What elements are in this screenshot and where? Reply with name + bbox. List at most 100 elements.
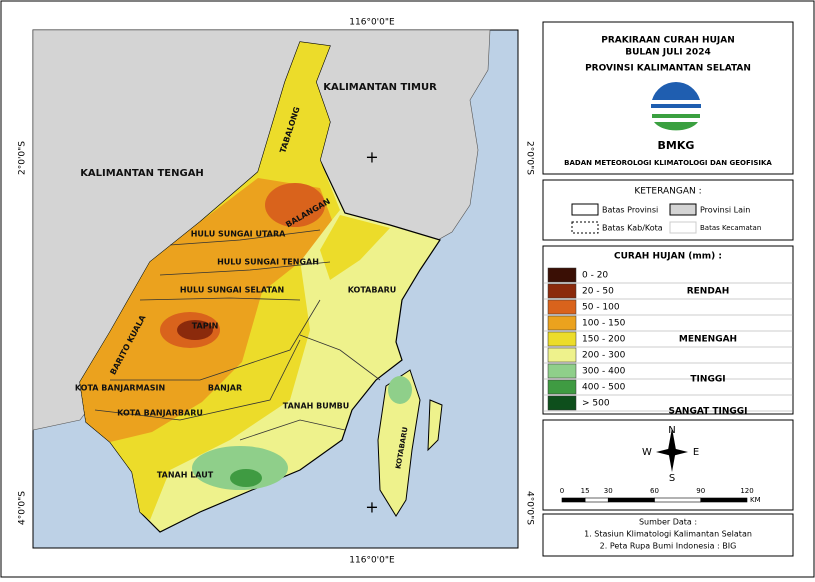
source-panel: Sumber Data : 1. Stasiun Klimatologi Kal…: [542, 513, 794, 557]
panel: [542, 513, 794, 557]
legend-swatch: [547, 283, 577, 299]
zone-dark-green: [230, 469, 262, 487]
title-panel: PRAKIRAAN CURAH HUJAN BULAN JULI 2024 PR…: [542, 21, 794, 175]
zone-green: [388, 376, 412, 404]
district-boundary: [299, 334, 381, 381]
title: PRAKIRAAN CURAH HUJAN: [601, 36, 735, 46]
zone-orange: [80, 178, 332, 442]
scale-unit: KM: [750, 496, 761, 504]
legend-swatch: [547, 347, 577, 363]
legend-swatch: [547, 267, 577, 283]
keterangan-panel: KETERANGAN : Batas Provinsi Provinsi Lai…: [542, 179, 794, 241]
graticule-label: 4°0'0"S: [525, 491, 535, 525]
logo: [654, 122, 698, 131]
graticule-label: 4°0'0"S: [18, 491, 28, 525]
source-line: 2. Peta Rupa Bumi Indonesia : BIG: [600, 542, 737, 551]
scale-label: 0: [560, 487, 564, 495]
logo: [652, 81, 700, 100]
district-boundary: [239, 419, 346, 441]
district-boundary: [169, 229, 321, 246]
graticule-label: 2°0'0"S: [525, 141, 535, 175]
legend-class: 400 - 500: [582, 383, 626, 393]
rainfall-legend: CURAH HUJAN (mm) : 0 - 20 20 - 50 50 - 100…: [542, 245, 794, 417]
title: PROVINSI KALIMANTAN SELATAN: [585, 64, 751, 74]
legend-class: 100 - 150: [582, 319, 626, 329]
legend-class: > 500: [582, 399, 610, 409]
legend-swatch: [547, 379, 577, 395]
zone-green: [192, 446, 288, 490]
panel-title: KETERANGAN :: [634, 187, 701, 197]
source-line: 1. Stasiun Klimatologi Kalimantan Selata…: [584, 530, 752, 539]
island: [377, 369, 421, 517]
legend-class: 200 - 300: [582, 351, 626, 361]
source-title: Sumber Data :: [639, 518, 697, 527]
zone-yellow-east: [320, 215, 390, 280]
region-label: KOTA BANJARMASIN: [75, 384, 165, 393]
zone-dark-orange: [265, 183, 325, 227]
scale-segment: [607, 497, 655, 503]
island: [427, 399, 443, 452]
logo: [652, 114, 700, 118]
compass-label: E: [693, 447, 699, 458]
compass-label: W: [642, 447, 652, 458]
legend-symbol: [571, 203, 599, 216]
graticule-label: 116°0'0"E: [349, 18, 395, 28]
title: BULAN JULI 2024: [625, 48, 710, 58]
district-boundary: [139, 297, 301, 301]
map-frame: + +: [32, 29, 519, 549]
legend-swatch: [547, 315, 577, 331]
logo-text: BMKG: [658, 139, 695, 152]
legend-symbol: [669, 221, 697, 234]
panel-title: CURAH HUJAN (mm) :: [614, 252, 722, 262]
region-label: KALIMANTAN TENGAH: [80, 168, 204, 179]
legend-swatch: [547, 331, 577, 347]
region-label: HULU SUNGAI SELATAN: [180, 286, 284, 295]
compass-label: N: [668, 425, 675, 436]
scale-segment: [561, 497, 586, 503]
legend-swatch: [547, 363, 577, 379]
agency: BADAN METEOROLOGI KLIMATOLOGI DAN GEOFIS…: [564, 159, 772, 167]
logo: [651, 104, 701, 108]
legend-group: TINGGI: [690, 375, 725, 385]
legend-group: RENDAH: [687, 287, 730, 297]
scale-label: 90: [696, 487, 705, 495]
region-label: TANAH LAUT: [157, 471, 214, 480]
scale-segment: [584, 497, 609, 503]
compass-rose: [656, 448, 688, 456]
graticule-label: 116°0'0"E: [349, 556, 395, 566]
legend-class: 150 - 200: [582, 335, 626, 345]
panel: [542, 245, 794, 415]
region-label: KOTABARU: [348, 286, 397, 295]
legend-symbol: [669, 203, 697, 216]
legend-group: MENENGAH: [679, 335, 737, 345]
legend-swatch: [547, 395, 577, 411]
legend-swatch: [547, 299, 577, 315]
legend-class: 0 - 20: [582, 271, 608, 281]
region-label: BANJAR: [208, 384, 242, 393]
region-label: KOTA BANJARBARU: [117, 409, 203, 418]
graticule-cross: +: [365, 148, 378, 167]
legend-item: Batas Provinsi: [602, 206, 658, 215]
legend-class: 50 - 100: [582, 303, 620, 313]
panel: [542, 419, 794, 511]
region-label: TANAH BUMBU: [283, 402, 350, 411]
region-label: HULU SUNGAI UTARA: [191, 230, 286, 239]
district-boundary: [94, 339, 301, 421]
legend-item: Batas Kab/Kota: [602, 224, 663, 233]
legend-item: Provinsi Lain: [700, 206, 750, 215]
legend-class: 300 - 400: [582, 367, 626, 377]
legend-group: SANGAT TINGGI: [668, 407, 747, 417]
zone-red: [177, 320, 213, 340]
scale-label: 120: [740, 487, 753, 495]
scale-segment: [700, 497, 748, 503]
legend-item: Batas Kecamatan: [700, 224, 761, 232]
legend-symbol: [571, 221, 599, 234]
graticule-cross: +: [365, 498, 378, 517]
region-label: HULU SUNGAI TENGAH: [217, 258, 319, 267]
graticule-label: 2°0'0"S: [18, 141, 28, 175]
scale-label: 60: [650, 487, 659, 495]
scale-label: 30: [604, 487, 613, 495]
